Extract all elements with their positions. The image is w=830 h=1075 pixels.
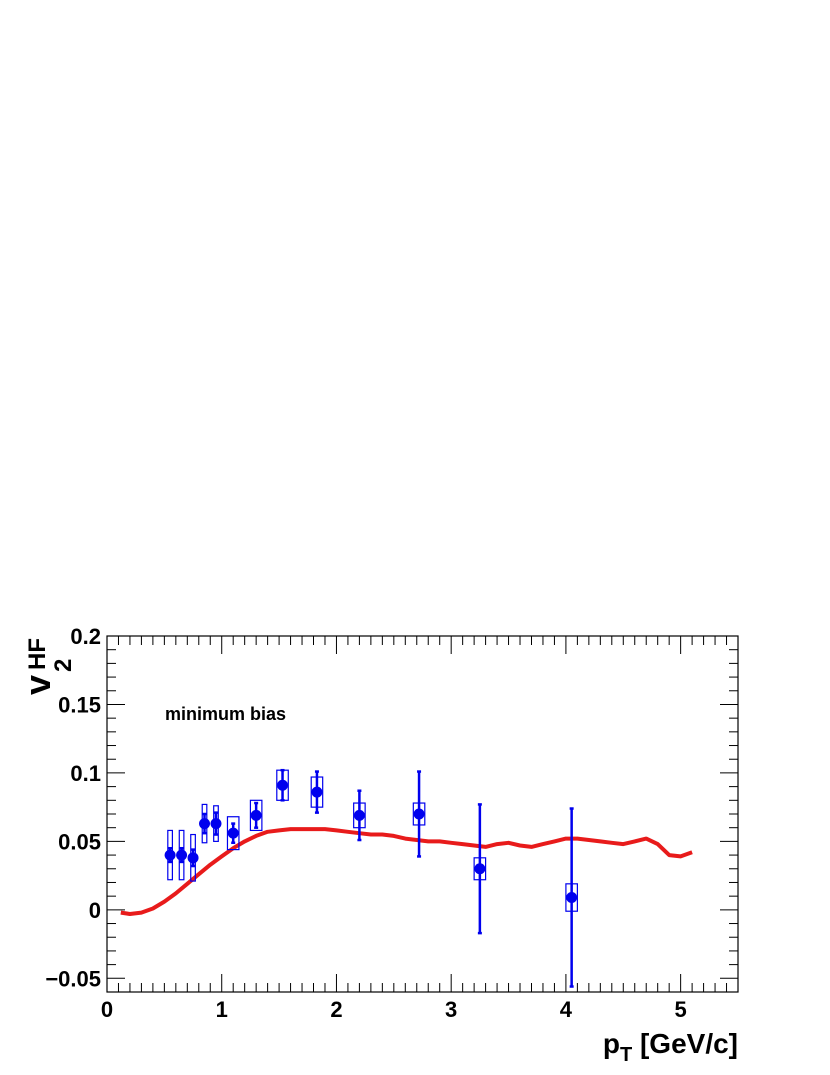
marker — [566, 892, 578, 904]
x-tick-label: 1 — [216, 997, 228, 1022]
y-tick-label: 0.1 — [70, 761, 101, 786]
x-tick-label: 4 — [560, 997, 573, 1022]
y-axis-title-subscript: 2 — [50, 659, 77, 672]
marker — [199, 818, 211, 830]
data-point — [226, 816, 240, 851]
y-tick-label: 0.05 — [58, 829, 101, 854]
x-axis-title-subscript: T — [620, 1044, 632, 1066]
data-point — [249, 799, 263, 832]
y-axis-title: v 2 HF — [17, 638, 77, 695]
marker — [353, 809, 365, 821]
data-point — [353, 789, 366, 842]
model-curve-layer — [120, 827, 693, 916]
data-point — [210, 805, 222, 842]
x-tick-label: 2 — [330, 997, 342, 1022]
marker — [176, 849, 188, 861]
marker — [250, 809, 262, 821]
marker — [164, 849, 176, 861]
data-point — [187, 833, 199, 882]
annotation-minimum-bias: minimum bias — [165, 704, 286, 724]
y-tick-label: 0 — [89, 898, 101, 923]
x-tick-label: 5 — [675, 997, 687, 1022]
marker — [474, 863, 486, 875]
marker — [277, 779, 289, 791]
x-axis-title-rest: [GeV/c] — [632, 1028, 738, 1059]
data-point — [473, 803, 487, 935]
y-tick-label: −0.05 — [45, 966, 101, 991]
y-axis-title-superscript: HF — [24, 638, 51, 670]
marker — [187, 852, 199, 864]
marker — [210, 818, 222, 830]
data-point — [164, 829, 176, 881]
plot-frame — [106, 635, 739, 993]
data-point — [176, 829, 188, 881]
y-tick-label: 0.2 — [70, 624, 101, 649]
data-point — [310, 770, 324, 814]
systematic-box — [249, 799, 263, 832]
y-tick-label: 0.15 — [58, 692, 101, 717]
x-axis-title: pT [GeV/c] — [603, 1028, 738, 1066]
x-tick-label: 3 — [445, 997, 457, 1022]
marker — [311, 786, 323, 798]
marker — [413, 808, 425, 820]
marker — [227, 827, 239, 839]
y-axis-title-main: v — [17, 675, 58, 695]
data-point — [199, 803, 211, 844]
data-points-layer — [164, 768, 578, 988]
x-tick-label: 0 — [101, 997, 113, 1022]
data-point — [412, 770, 426, 858]
model-curve — [120, 827, 693, 916]
data-point — [276, 768, 289, 802]
x-axis-title-main: p — [603, 1028, 620, 1059]
tick-marks — [106, 635, 739, 993]
data-point — [565, 807, 578, 988]
systematic-box — [226, 816, 240, 851]
